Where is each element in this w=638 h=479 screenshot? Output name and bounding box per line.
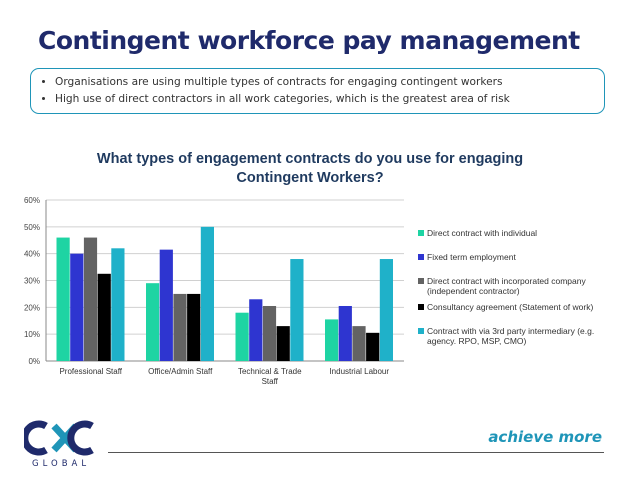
x-tick-label: Industrial Labour: [329, 367, 389, 376]
legend-label: Direct contract with incorporated compan…: [427, 276, 586, 296]
bar: [56, 237, 70, 361]
bar: [159, 249, 173, 361]
legend-label: Contract with via 3rd party intermediary…: [427, 326, 595, 346]
legend-label: Fixed term employment: [427, 252, 516, 262]
bar: [83, 237, 98, 361]
bar: [97, 273, 111, 361]
legend-label: Consultancy agreement (Statement of work…: [427, 302, 594, 312]
bar: [173, 293, 187, 361]
bar: [290, 259, 304, 361]
bar: [70, 253, 84, 361]
y-tick-label: 30%: [24, 277, 40, 286]
tagline: achieve more: [488, 428, 602, 446]
x-tick-label: Office/Admin Staff: [148, 367, 213, 376]
bar: [352, 326, 366, 361]
cxc-global-logo: GLOBAL: [21, 420, 104, 473]
x-tick-label: Professional Staff: [59, 367, 122, 376]
logo-subtext: GLOBAL: [32, 459, 90, 468]
summary-bullets: Organisations are using multiple types o…: [41, 74, 594, 108]
bullet-item: Organisations are using multiple types o…: [55, 74, 594, 91]
footer-divider: [108, 452, 604, 453]
bar: [111, 248, 125, 361]
legend-swatch: [418, 230, 424, 236]
chart-legend: Direct contract with individual Fixed ter…: [418, 228, 618, 346]
bar: [338, 305, 352, 361]
legend-label: Direct contract with individual: [427, 228, 538, 238]
bar: [235, 312, 249, 361]
y-tick-label: 50%: [24, 223, 40, 232]
summary-callout: Organisations are using multiple types o…: [30, 68, 605, 114]
bar: [146, 283, 160, 361]
bar: [200, 226, 214, 361]
chart-title: What types of engagement contracts do yo…: [96, 151, 524, 186]
y-tick-label: 60%: [24, 196, 40, 205]
legend-item: Direct contract with incorporated compan…: [418, 276, 618, 296]
bar: [366, 332, 380, 361]
bar: [325, 319, 339, 361]
y-tick-label: 0%: [28, 357, 40, 366]
legend-swatch: [418, 304, 424, 310]
bar: [379, 259, 393, 361]
legend-swatch: [418, 328, 424, 334]
bar-chart: 0% 10% 20% 30% 40% 50% 60% Professional Staff Of…: [24, 196, 404, 386]
y-tick-label: 40%: [24, 250, 40, 259]
bar: [249, 299, 263, 361]
legend-item: Contract with via 3rd party intermediary…: [418, 326, 618, 346]
y-tick-label: 20%: [24, 303, 40, 312]
legend-item: Fixed term employment: [418, 252, 618, 262]
legend-item: Direct contract with individual: [418, 228, 618, 238]
slide-title: Contingent workforce pay management: [38, 26, 580, 55]
legend-item: Consultancy agreement (Statement of work…: [418, 302, 618, 312]
y-tick-label: 10%: [24, 330, 40, 339]
x-tick-label: Staff: [262, 377, 279, 386]
x-tick-label: Technical & Trade: [238, 367, 302, 376]
bar: [187, 293, 201, 361]
bar: [276, 326, 290, 361]
legend-swatch: [418, 278, 424, 284]
legend-swatch: [418, 254, 424, 260]
bar: [262, 305, 277, 361]
bullet-item: High use of direct contractors in all wo…: [55, 91, 594, 108]
